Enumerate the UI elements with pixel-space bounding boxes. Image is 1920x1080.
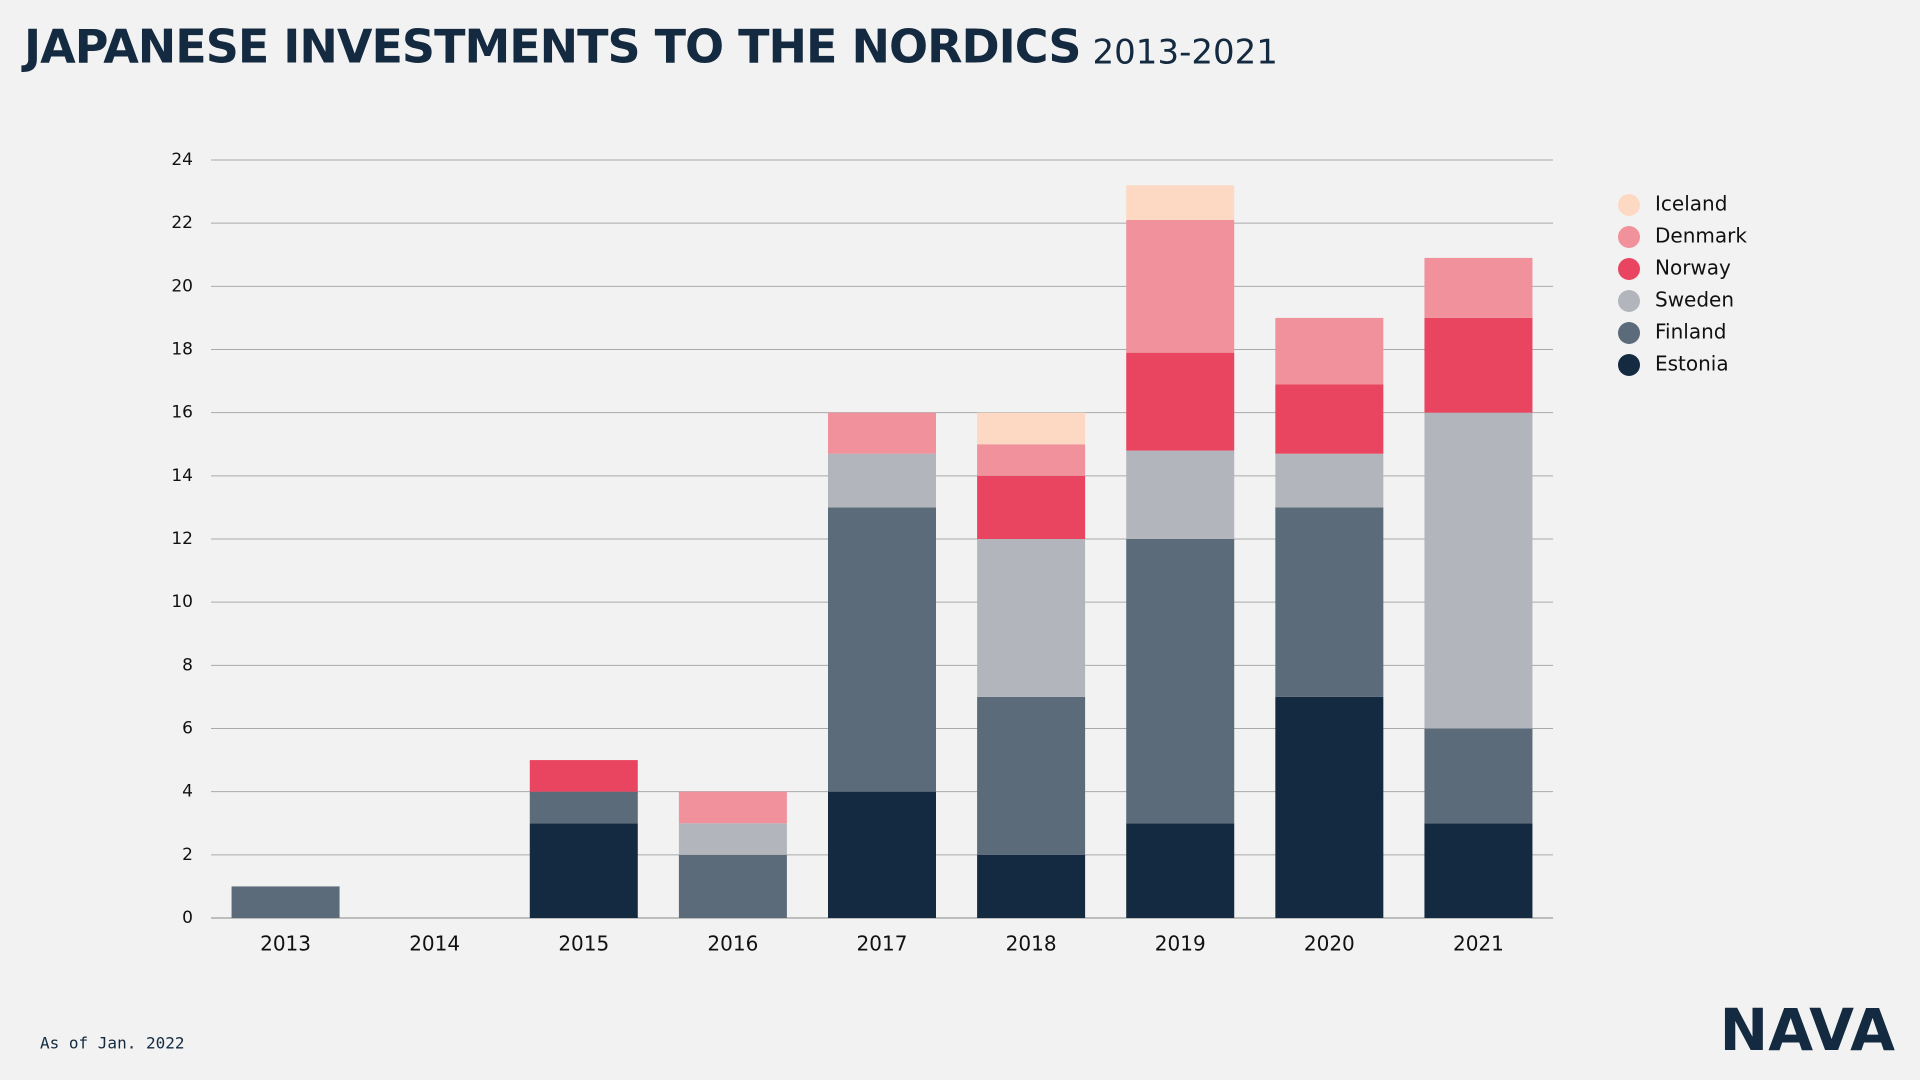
- bar-segment: [678, 854, 787, 918]
- y-tick-label: 8: [182, 655, 193, 675]
- chart-subtitle: 2013-2021: [1093, 33, 1278, 73]
- legend-label: Iceland: [1655, 192, 1727, 216]
- bar-segment: [828, 791, 936, 918]
- bar-segment: [1126, 539, 1235, 824]
- bar-segment: [1275, 317, 1384, 385]
- legend-swatch: [1618, 258, 1640, 280]
- bar-segment: [1126, 185, 1235, 221]
- bar-segment: [828, 507, 936, 792]
- legend-label: Estonia: [1655, 352, 1729, 376]
- bar-segment: [828, 412, 936, 454]
- bar-segment: [977, 475, 1086, 539]
- bar-segment: [1275, 453, 1384, 508]
- bar-segment: [1126, 220, 1235, 353]
- y-tick-label: 16: [171, 403, 193, 423]
- bar-segment: [678, 791, 787, 824]
- x-tick-label: 2013: [260, 932, 311, 956]
- legend-label: Finland: [1655, 320, 1726, 344]
- x-tick-label: 2019: [1155, 932, 1206, 956]
- bar-segment: [828, 453, 936, 508]
- bar-segment: [977, 696, 1086, 855]
- y-tick-label: 6: [182, 719, 193, 739]
- y-tick-label: 10: [171, 592, 193, 612]
- bar-segment: [977, 854, 1086, 918]
- x-tick-label: 2015: [558, 932, 609, 956]
- y-tick-label: 14: [171, 466, 193, 486]
- legend-swatch: [1618, 226, 1640, 248]
- bar-segment: [1275, 696, 1384, 918]
- bar-segment: [1424, 823, 1533, 918]
- y-tick-label: 22: [171, 213, 193, 233]
- bar-segment: [678, 823, 787, 855]
- x-tick-label: 2016: [707, 932, 758, 956]
- bar-segment: [977, 539, 1086, 697]
- y-tick-label: 0: [182, 908, 193, 928]
- x-tick-label: 2014: [409, 932, 460, 956]
- bar-segment: [1275, 384, 1384, 454]
- logo: NAVA: [1720, 996, 1895, 1064]
- bar-segment: [529, 760, 638, 792]
- bar-segment: [529, 791, 638, 824]
- y-tick-label: 18: [171, 340, 193, 360]
- bar-segment: [1424, 412, 1533, 729]
- bar-segment: [1126, 352, 1235, 451]
- bar-segment: [529, 823, 638, 918]
- legend-swatch: [1618, 322, 1640, 344]
- legend-swatch: [1618, 354, 1640, 376]
- y-tick-label: 24: [171, 150, 193, 170]
- y-tick-label: 4: [182, 782, 193, 802]
- y-tick-label: 12: [171, 529, 193, 549]
- legend-label: Norway: [1655, 256, 1731, 280]
- footnote: As of Jan. 2022: [40, 1034, 185, 1053]
- legend-swatch: [1618, 194, 1640, 216]
- bar-segment: [1126, 823, 1235, 918]
- legend-label: Denmark: [1655, 224, 1747, 248]
- chart-title: JAPANESE INVESTMENTS TO THE NORDICS: [21, 20, 1081, 74]
- bar-segment: [1424, 317, 1533, 413]
- bar-segment: [1424, 728, 1533, 824]
- legend-label: Sweden: [1655, 288, 1734, 312]
- y-tick-label: 2: [182, 845, 193, 865]
- bar-segment: [977, 412, 1086, 445]
- bar-segment: [977, 444, 1086, 476]
- bar-segment: [231, 886, 340, 918]
- legend-swatch: [1618, 290, 1640, 312]
- bar-segment: [1126, 450, 1235, 539]
- x-tick-label: 2017: [857, 932, 908, 956]
- bar-segment: [1275, 507, 1384, 697]
- x-tick-label: 2020: [1304, 932, 1355, 956]
- bar-segment: [1424, 257, 1533, 318]
- x-tick-label: 2018: [1006, 932, 1057, 956]
- y-tick-label: 20: [171, 276, 193, 296]
- x-tick-label: 2021: [1453, 932, 1504, 956]
